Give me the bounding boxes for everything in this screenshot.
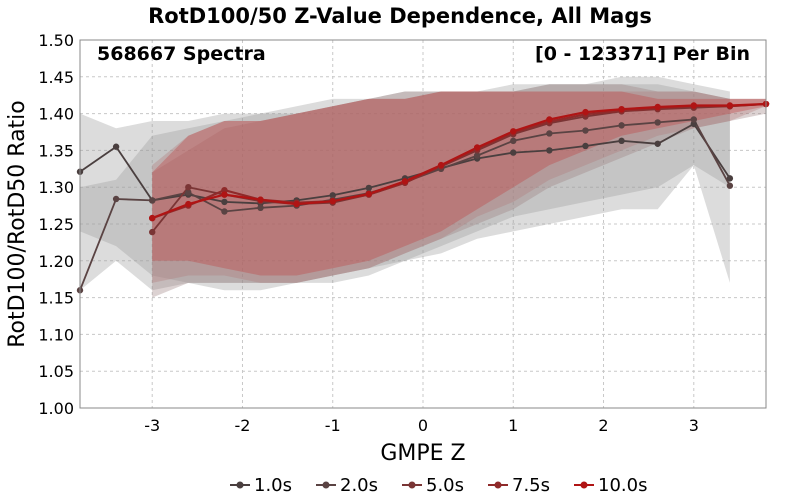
point-10.0s — [654, 103, 661, 111]
legend-swatch-marker — [322, 481, 330, 489]
plot-frame — [79, 39, 767, 409]
y-tick-label: 1.30 — [38, 178, 74, 197]
point-2.0s — [582, 127, 589, 134]
x-tick-label: -2 — [234, 416, 250, 435]
point-2.0s — [690, 116, 697, 123]
band-5.0s — [152, 84, 766, 298]
point-2.0s — [654, 119, 661, 126]
y-tick-label: 1.50 — [38, 31, 74, 50]
point-1.0s — [546, 147, 553, 154]
point-1.0s — [726, 175, 734, 182]
y-tick-label: 1.35 — [38, 141, 74, 160]
y-tick-label: 1.25 — [38, 215, 74, 234]
series-points — [76, 100, 770, 294]
point-2.0s — [221, 208, 228, 215]
y-tick-label: 1.05 — [38, 362, 74, 381]
point-1.0s — [654, 140, 661, 147]
legend-label: 2.0s — [340, 475, 378, 496]
legend-item-2.0s: 2.0s — [316, 475, 378, 496]
point-5.0s — [149, 228, 156, 236]
point-10.0s — [582, 108, 589, 116]
y-tick-label: 1.20 — [38, 252, 74, 271]
point-1.0s — [582, 142, 589, 150]
point-10.0s — [365, 190, 373, 198]
x-axis-ticks: -3 -2 -1 0 1 2 3 — [144, 416, 699, 435]
point-1.0s — [365, 184, 373, 192]
confidence-bands — [80, 76, 766, 298]
legend-label: 7.5s — [512, 475, 550, 496]
y-axis-label: RotD100/RotD50 Ratio — [5, 100, 30, 348]
band-7.5s — [152, 91, 766, 283]
point-10.0s — [546, 116, 553, 123]
legend-item-7.5s: 7.5s — [488, 475, 550, 496]
point-1.0s — [329, 192, 336, 199]
point-10.0s — [149, 214, 156, 222]
per-bin-annotation: [0 - 123371] Per Bin — [535, 43, 750, 65]
point-1.0s — [690, 120, 697, 128]
legend-label: 1.0s — [254, 475, 292, 496]
series-line-10.0s — [151, 102, 767, 220]
point-5.0s — [185, 184, 192, 191]
x-tick-label: 2 — [598, 416, 608, 435]
x-tick-label: -1 — [325, 416, 341, 435]
point-2.0s — [510, 137, 517, 145]
point-1.0s — [510, 149, 517, 156]
point-10.0s — [510, 128, 517, 135]
legend-swatch-marker — [580, 481, 588, 489]
legend-item-1.0s: 1.0s — [230, 475, 292, 496]
point-10.0s — [401, 178, 409, 185]
y-tick-label: 1.00 — [38, 399, 74, 418]
y-tick-label: 1.45 — [38, 68, 74, 87]
legend-label: 5.0s — [426, 475, 464, 496]
point-10.0s — [726, 102, 734, 109]
point-2.0s — [726, 182, 734, 189]
y-tick-label: 1.40 — [38, 105, 74, 124]
x-tick-label: 3 — [689, 416, 699, 435]
point-2.0s — [149, 197, 156, 204]
point-10.0s — [257, 196, 264, 203]
legend-swatch-marker — [494, 481, 502, 489]
x-tick-label: -3 — [144, 416, 160, 435]
point-10.0s — [329, 197, 336, 205]
point-10.0s — [293, 200, 300, 208]
point-2.0s — [112, 195, 120, 203]
point-2.0s — [618, 122, 625, 129]
x-tick-label: 0 — [418, 416, 428, 435]
y-tick-label: 1.15 — [38, 289, 74, 308]
chart-title: RotD100/50 Z-Value Dependence, All Mags — [148, 4, 652, 28]
point-10.0s — [618, 105, 625, 113]
grid — [80, 40, 766, 408]
band-10.0s — [152, 91, 766, 276]
x-axis-label: GMPE Z — [380, 441, 465, 466]
legend-swatch-marker — [408, 481, 416, 489]
point-10.0s — [221, 191, 228, 198]
point-1.0s — [221, 198, 228, 206]
point-10.0s — [690, 102, 697, 109]
point-2.0s — [257, 204, 264, 212]
point-10.0s — [185, 200, 192, 208]
y-tick-label: 1.10 — [38, 325, 74, 344]
point-7.5s — [221, 186, 228, 194]
point-10.0s — [437, 161, 445, 169]
legend-item-5.0s: 5.0s — [402, 475, 464, 496]
legend-item-10.0s: 10.0s — [574, 475, 647, 496]
x-tick-label: 1 — [508, 416, 518, 435]
legend: 1.0s 2.0s 5.0s 7.5s 10.0s — [230, 475, 647, 496]
point-2.0s — [473, 152, 481, 159]
spectra-count-annotation: 568667 Spectra — [97, 43, 266, 65]
y-axis-ticks: 1.00 1.05 1.10 1.15 1.20 1.25 1.30 1.35 1.40 1.45… — [38, 31, 74, 418]
legend-swatch-marker — [236, 481, 244, 489]
point-1.0s — [112, 143, 120, 150]
legend-label: 10.0s — [598, 475, 647, 496]
point-2.0s — [185, 189, 192, 196]
point-2.0s — [546, 130, 553, 137]
point-1.0s — [618, 137, 625, 145]
point-10.0s — [473, 144, 481, 151]
band-2.0s — [80, 84, 730, 291]
